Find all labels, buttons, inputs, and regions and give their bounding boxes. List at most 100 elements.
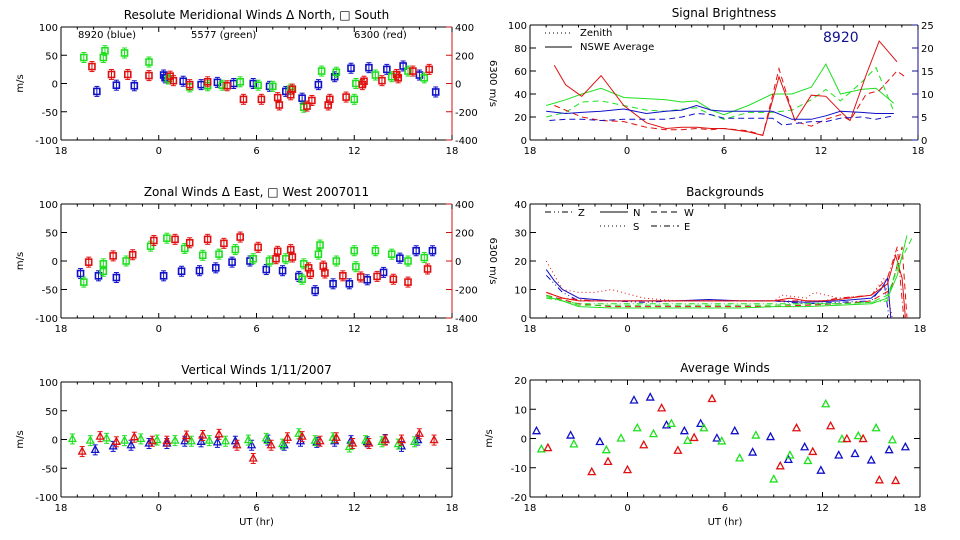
- triangle-marker: [842, 433, 852, 443]
- data-point-blue: [783, 454, 793, 464]
- x-tick-label: 12: [348, 146, 361, 157]
- square-marker: [195, 266, 204, 275]
- series-line-blue: [546, 104, 894, 120]
- square-marker: [425, 65, 433, 74]
- y-tick-label: 20: [514, 376, 527, 387]
- square-marker: [423, 265, 432, 273]
- square-marker: [350, 246, 359, 255]
- square-marker: [428, 246, 437, 255]
- data-point-green: [80, 276, 88, 288]
- triangle-marker: [569, 438, 579, 448]
- data-point-red: [147, 435, 157, 447]
- chart-title: Signal Brightness: [672, 6, 777, 20]
- triangle-marker: [639, 439, 649, 449]
- x-tick-label: 18: [55, 503, 68, 514]
- square-marker: [412, 246, 420, 255]
- triangle-marker: [364, 438, 374, 447]
- triangle-marker: [126, 439, 136, 449]
- square-marker: [185, 80, 194, 89]
- triangle-marker: [666, 418, 676, 428]
- triangle-marker: [748, 447, 758, 456]
- data-point-red: [77, 446, 87, 458]
- series-line-red: [546, 246, 905, 318]
- triangle-marker: [95, 431, 105, 440]
- y-axis-label: m/s: [15, 430, 26, 448]
- data-point-red: [266, 439, 276, 451]
- data-point-red: [150, 234, 158, 246]
- legend-label: W: [684, 208, 694, 219]
- y-tick-label: 30: [514, 229, 527, 240]
- data-point-green: [352, 78, 360, 89]
- y-tick-label: 10: [514, 286, 527, 297]
- square-marker: [383, 65, 391, 74]
- data-point-green: [186, 435, 196, 447]
- data-point-green: [887, 434, 897, 444]
- square-marker: [185, 238, 194, 247]
- data-point-blue: [195, 265, 204, 277]
- square-marker: [303, 102, 311, 110]
- square-marker: [420, 253, 429, 262]
- data-point-red: [414, 428, 425, 440]
- x-tick-label: 0: [156, 503, 162, 514]
- square-marker: [404, 278, 412, 286]
- data-point-blue: [311, 285, 319, 297]
- x-tick-label: 6: [722, 324, 728, 335]
- square-marker: [128, 250, 137, 259]
- right-y-tick-label: 15: [921, 67, 934, 78]
- data-point-green: [67, 433, 77, 445]
- y-tick-label: 100: [39, 23, 58, 34]
- x-tick-label: 18: [524, 146, 537, 157]
- data-point-red: [707, 393, 717, 403]
- data-point-red: [409, 65, 417, 77]
- data-point-red: [308, 94, 316, 106]
- triangle-marker: [315, 435, 325, 445]
- data-point-red: [425, 63, 433, 75]
- data-point-green: [803, 455, 813, 465]
- y-tick-label: 10: [514, 405, 527, 416]
- data-point-blue: [347, 62, 355, 74]
- square-marker: [159, 272, 168, 280]
- data-point-red: [223, 80, 231, 92]
- data-point-red: [145, 70, 153, 82]
- data-point-green: [769, 474, 779, 483]
- data-point-green: [352, 261, 360, 273]
- data-point-green: [648, 428, 659, 438]
- square-marker: [80, 278, 88, 286]
- chart-title: Backgrounds: [686, 185, 764, 199]
- square-marker: [387, 250, 396, 258]
- data-point-red: [891, 475, 901, 485]
- right-y-tick-label: 200: [455, 51, 474, 62]
- square-marker: [278, 266, 287, 275]
- square-marker: [314, 80, 323, 89]
- data-point-blue: [314, 79, 323, 91]
- data-point-red: [378, 75, 386, 87]
- data-point-blue: [383, 63, 391, 75]
- x-tick-label: 0: [624, 503, 630, 514]
- square-marker: [379, 268, 388, 277]
- data-point-red: [107, 68, 116, 80]
- vertical-chart: Vertical Winds 1/11/2007 18 0 6 12 18 100 50 0 -5…: [15, 363, 458, 528]
- legend-label: Z: [578, 208, 585, 219]
- x-tick-label: 0: [624, 324, 630, 335]
- chart-title: Vertical Winds 1/11/2007: [181, 363, 332, 377]
- x-tick-label: 6: [721, 146, 727, 157]
- data-point-blue: [249, 78, 258, 89]
- square-marker: [394, 74, 403, 82]
- square-marker: [150, 236, 158, 245]
- plot-area: [76, 231, 437, 297]
- data-point-red: [254, 241, 262, 253]
- y-tick-label: 50: [45, 51, 58, 62]
- series-line-green: [546, 257, 900, 305]
- data-point-red: [236, 231, 245, 243]
- data-point-blue: [748, 447, 758, 456]
- data-point-green: [821, 398, 831, 408]
- data-point-red: [587, 466, 597, 476]
- data-point-red: [203, 233, 212, 245]
- data-point-blue: [629, 395, 639, 404]
- data-point-green: [231, 244, 240, 256]
- y-tick-label: 20: [514, 113, 527, 124]
- data-point-blue: [76, 268, 85, 280]
- triangle-marker: [90, 444, 100, 454]
